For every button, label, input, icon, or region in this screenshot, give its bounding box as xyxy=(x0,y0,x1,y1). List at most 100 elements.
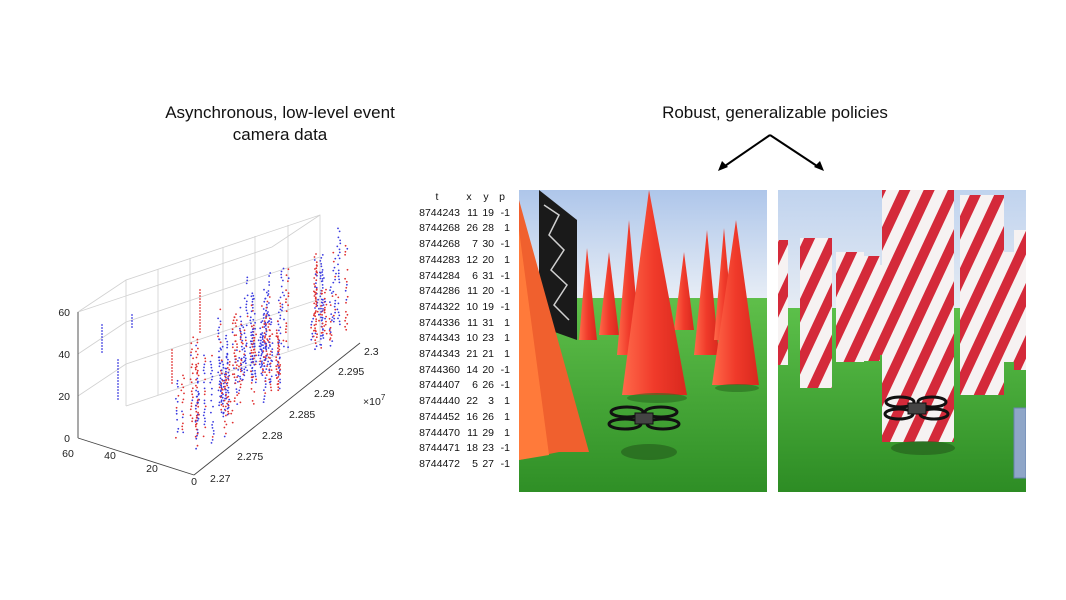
event-point xyxy=(268,335,271,338)
event-point xyxy=(271,342,274,344)
event-point xyxy=(239,338,242,341)
event-point xyxy=(222,379,224,382)
event-cell-p: 1 xyxy=(504,426,510,439)
event-point xyxy=(222,405,225,408)
event-cell-y: 20 xyxy=(482,253,494,266)
y-tick-2: 2.28 xyxy=(262,430,283,442)
event-point xyxy=(212,433,215,435)
event-point xyxy=(183,392,185,395)
event-point xyxy=(231,331,234,334)
event-cell-x: 11 xyxy=(467,206,478,219)
event-point xyxy=(325,332,328,335)
event-point xyxy=(254,369,256,372)
event-point xyxy=(245,324,248,327)
event-point xyxy=(315,261,318,264)
event-point xyxy=(202,369,205,372)
event-point xyxy=(235,313,237,315)
event-point xyxy=(270,350,272,353)
event-point xyxy=(191,363,194,366)
event-point xyxy=(321,287,324,289)
z-tick-60: 60 xyxy=(58,307,70,319)
event-point xyxy=(264,386,267,388)
event-point xyxy=(271,354,274,356)
event-point xyxy=(268,317,271,320)
event-point xyxy=(251,306,254,309)
event-point xyxy=(249,364,252,367)
event-point xyxy=(196,444,199,447)
event-point xyxy=(251,328,254,331)
event-point xyxy=(194,368,197,371)
event-point xyxy=(255,360,257,363)
event-cell-x: 11 xyxy=(467,426,478,439)
event-point xyxy=(212,421,215,423)
event-point xyxy=(220,386,223,389)
event-point xyxy=(243,353,246,356)
event-point xyxy=(277,341,279,344)
event-point xyxy=(263,356,266,358)
event-point xyxy=(345,310,347,313)
event-point xyxy=(233,352,236,354)
event-point xyxy=(268,338,271,340)
event-point xyxy=(315,320,317,323)
event-point xyxy=(197,362,200,365)
event-point xyxy=(226,396,229,399)
event-point xyxy=(261,350,263,352)
event-point xyxy=(131,314,133,316)
event-row: 8744343 10 23 1 xyxy=(414,331,510,347)
event-point xyxy=(241,369,243,372)
event-row: 8744336 11 31 1 xyxy=(414,316,510,332)
event-point xyxy=(281,291,284,294)
event-point xyxy=(239,375,241,378)
event-point xyxy=(240,320,243,323)
event-point xyxy=(277,371,280,374)
event-point xyxy=(211,354,213,357)
event-point xyxy=(318,319,320,322)
event-cell-y: 19 xyxy=(482,206,494,219)
event-point xyxy=(210,442,213,444)
event-point xyxy=(217,389,220,392)
event-point xyxy=(251,337,254,340)
event-point xyxy=(276,377,278,380)
event-point xyxy=(279,364,282,366)
event-point xyxy=(337,263,339,266)
event-point xyxy=(278,339,281,342)
event-point xyxy=(277,365,279,367)
event-point xyxy=(235,367,238,369)
event-point xyxy=(223,408,226,411)
event-point xyxy=(250,310,253,313)
event-point xyxy=(267,293,270,295)
event-point xyxy=(196,371,199,374)
event-point xyxy=(252,360,255,363)
event-point xyxy=(250,355,252,358)
event-point xyxy=(227,400,230,403)
event-point xyxy=(266,312,269,315)
event-point xyxy=(197,374,200,377)
event-point xyxy=(194,404,197,407)
event-point xyxy=(199,313,201,315)
event-point xyxy=(117,374,119,376)
event-point xyxy=(243,332,246,335)
event-point xyxy=(199,289,201,291)
event-point xyxy=(221,345,224,348)
event-point xyxy=(264,321,267,324)
event-point xyxy=(331,316,334,318)
event-point xyxy=(249,319,252,322)
event-point xyxy=(324,291,326,294)
event-point xyxy=(319,275,322,277)
event-point xyxy=(245,342,248,345)
event-point xyxy=(171,376,173,378)
event-point xyxy=(191,387,194,390)
event-point xyxy=(101,330,103,332)
event-point xyxy=(190,390,193,393)
event-point xyxy=(194,407,197,410)
event-point xyxy=(269,353,271,356)
event-point xyxy=(101,348,103,350)
event-point xyxy=(279,305,282,308)
event-point xyxy=(203,381,205,384)
event-point xyxy=(117,359,119,361)
event-point xyxy=(285,322,288,325)
event-point xyxy=(233,316,236,318)
event-point xyxy=(225,378,228,381)
event-point xyxy=(183,377,186,380)
event-point xyxy=(191,393,194,396)
